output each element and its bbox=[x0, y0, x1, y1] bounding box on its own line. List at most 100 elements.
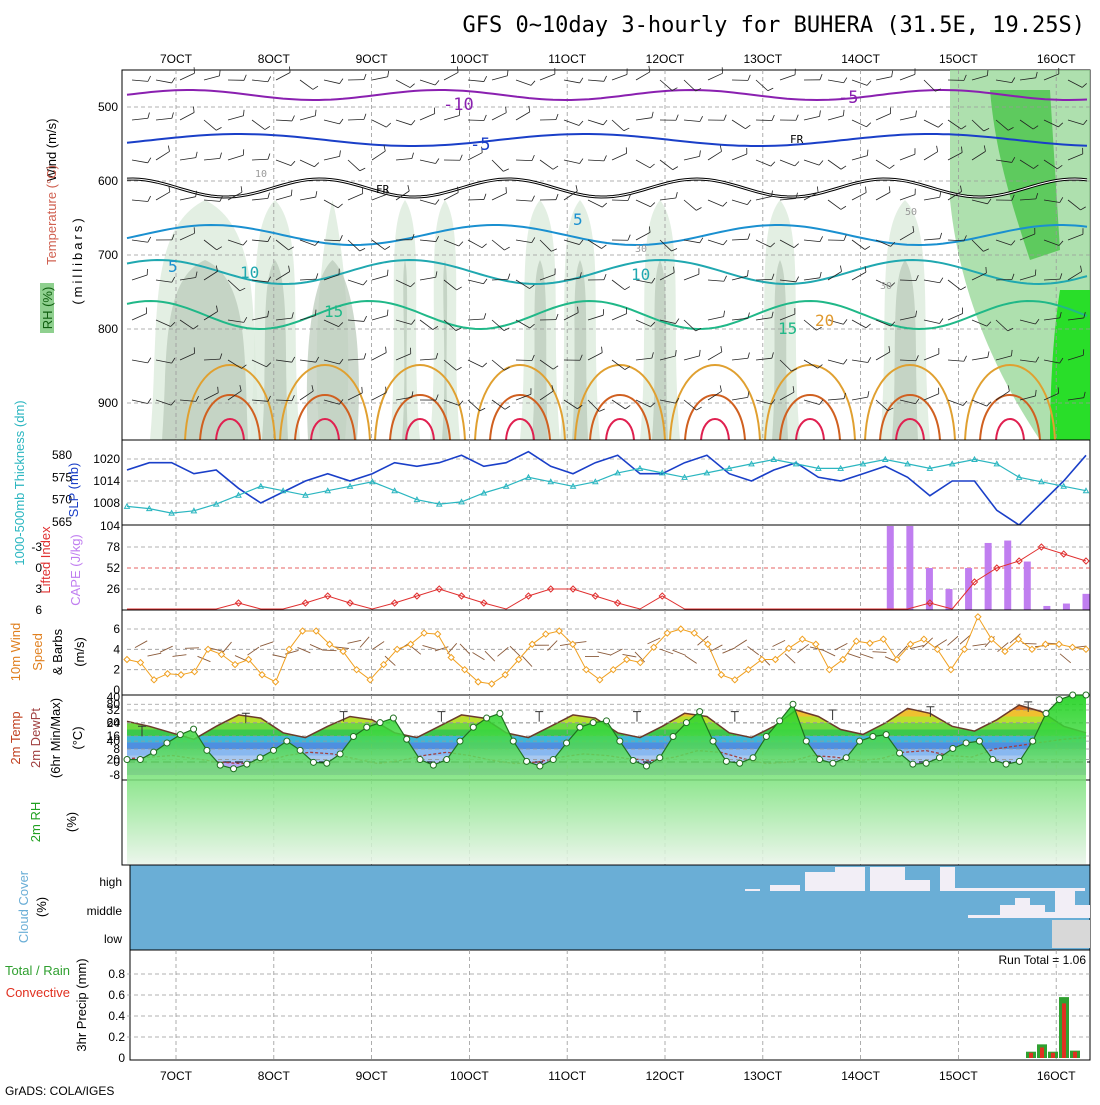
label-minus10: -10 bbox=[443, 95, 474, 115]
cloud-level-high: high bbox=[99, 875, 122, 889]
rh-marker bbox=[670, 734, 676, 740]
y-tick-label: 0 bbox=[118, 1051, 125, 1065]
rh-marker bbox=[404, 736, 410, 742]
label-minus5-a: -5 bbox=[838, 88, 858, 108]
cloud-middle-block bbox=[1075, 905, 1090, 918]
rh-marker bbox=[284, 738, 290, 744]
rh-marker bbox=[777, 718, 783, 724]
cloud-panel: high middle low Cloud Cover (%) bbox=[16, 865, 1090, 950]
y-tick-label: 1014 bbox=[93, 474, 120, 488]
rh-marker bbox=[164, 740, 170, 746]
rh-marker bbox=[470, 724, 476, 730]
y-tick-label: 6 bbox=[113, 622, 120, 636]
cloud-middle-block bbox=[1045, 912, 1055, 918]
date-label-top: 10OCT bbox=[450, 52, 489, 66]
date-label-bottom: 10OCT bbox=[450, 1069, 489, 1083]
cape-tick-label: 104 bbox=[100, 519, 120, 533]
date-label-top: 7OCT bbox=[160, 52, 193, 66]
rh-marker bbox=[843, 755, 849, 761]
cape-bar bbox=[1043, 606, 1050, 610]
y-tick-label: 700 bbox=[98, 248, 118, 262]
label-10-a: 10 bbox=[240, 263, 259, 282]
date-label-top: 15OCT bbox=[939, 52, 978, 66]
rh-marker bbox=[497, 710, 503, 716]
rh-marker bbox=[697, 709, 703, 715]
label-cape: CAPE (J/kg) bbox=[68, 534, 83, 606]
cloud-low-block bbox=[1052, 920, 1090, 948]
rh-marker bbox=[564, 740, 570, 746]
y-tick-label: 0.6 bbox=[108, 988, 125, 1002]
label-precip-units: 3hr Precip (mm) bbox=[74, 958, 89, 1051]
rh-marker bbox=[430, 762, 436, 768]
rh-marker bbox=[337, 751, 343, 757]
rh-marker bbox=[950, 745, 956, 751]
rh-marker bbox=[976, 738, 982, 744]
cloud-middle-block bbox=[1030, 905, 1045, 918]
y-tick-label: 4 bbox=[113, 642, 120, 656]
footer-credit: GrADS: COLA/IGES bbox=[5, 1084, 114, 1098]
label-rh-30-b: 30 bbox=[880, 281, 892, 292]
wind-barb bbox=[996, 279, 1012, 280]
rh-marker bbox=[1083, 692, 1089, 698]
cloud-middle-block bbox=[1015, 898, 1030, 918]
rh-marker bbox=[683, 720, 689, 726]
date-label-top: 11OCT bbox=[548, 52, 586, 66]
rh-marker bbox=[204, 747, 210, 753]
rh-marker bbox=[257, 755, 263, 761]
rh-marker bbox=[617, 738, 623, 744]
cape-bar bbox=[1063, 604, 1070, 610]
rh-marker bbox=[350, 734, 356, 740]
y-tick-label: 500 bbox=[98, 100, 118, 114]
wind-barb-flag bbox=[387, 310, 388, 316]
label-10-b: 10 bbox=[631, 265, 650, 284]
cloud-high-block bbox=[805, 872, 835, 891]
label-cloud-cover: Cloud Cover bbox=[16, 870, 31, 943]
rh-marker bbox=[803, 738, 809, 744]
y-tick-label: -8 bbox=[109, 768, 120, 782]
label-fr-2: FR bbox=[790, 133, 804, 146]
surface-wind-barb bbox=[323, 650, 337, 651]
date-label-bottom: 12OCT bbox=[646, 1069, 685, 1083]
cloud-high-block bbox=[835, 867, 865, 891]
rh-marker bbox=[1043, 710, 1049, 716]
date-label-bottom: 8OCT bbox=[258, 1069, 291, 1083]
label-rh-50: 50 bbox=[905, 207, 917, 218]
wind-barb-flag bbox=[362, 387, 363, 393]
rh-marker bbox=[177, 732, 183, 738]
y-tick-label: 2 bbox=[113, 663, 120, 677]
rh-marker bbox=[377, 720, 383, 726]
y-tick-label: 40 bbox=[107, 734, 121, 748]
rh-marker bbox=[484, 715, 490, 721]
rh-marker bbox=[444, 757, 450, 763]
date-label-bottom: 11OCT bbox=[548, 1069, 586, 1083]
wind-barb-flag bbox=[291, 190, 292, 196]
precip-convective-bar bbox=[1040, 1048, 1044, 1059]
date-label-top: 8OCT bbox=[258, 52, 291, 66]
label-wind-units: (m/s) bbox=[72, 637, 87, 667]
rh-marker bbox=[857, 738, 863, 744]
cloud-level-low: low bbox=[104, 932, 122, 946]
date-label-top: 16OCT bbox=[1037, 52, 1076, 66]
precip-convective-bar bbox=[1062, 1003, 1066, 1058]
cape-bar bbox=[946, 589, 953, 610]
cape-tick-label: 26 bbox=[107, 582, 121, 596]
label-20: 20 bbox=[815, 311, 834, 330]
rh-marker bbox=[137, 757, 143, 763]
rh-marker bbox=[537, 763, 543, 769]
y-tick-label: 80 bbox=[107, 697, 121, 711]
cloud-middle-block bbox=[1055, 890, 1075, 918]
label-2m-temp: 2m Temp bbox=[8, 711, 23, 764]
label-rh-30-a: 30 bbox=[635, 244, 647, 255]
rh-marker bbox=[151, 749, 157, 755]
precip-convective-bar bbox=[1051, 1053, 1055, 1058]
cloud-high-block bbox=[870, 867, 880, 891]
rh-marker bbox=[910, 761, 916, 767]
precip-ticks: 0.80.60.40.20 bbox=[108, 967, 125, 1065]
date-label-top: 14OCT bbox=[841, 52, 880, 66]
rh-marker bbox=[524, 758, 530, 764]
date-label-top: 9OCT bbox=[356, 52, 389, 66]
